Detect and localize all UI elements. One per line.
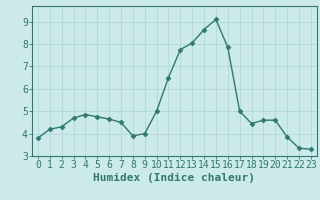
X-axis label: Humidex (Indice chaleur): Humidex (Indice chaleur) (93, 173, 255, 183)
